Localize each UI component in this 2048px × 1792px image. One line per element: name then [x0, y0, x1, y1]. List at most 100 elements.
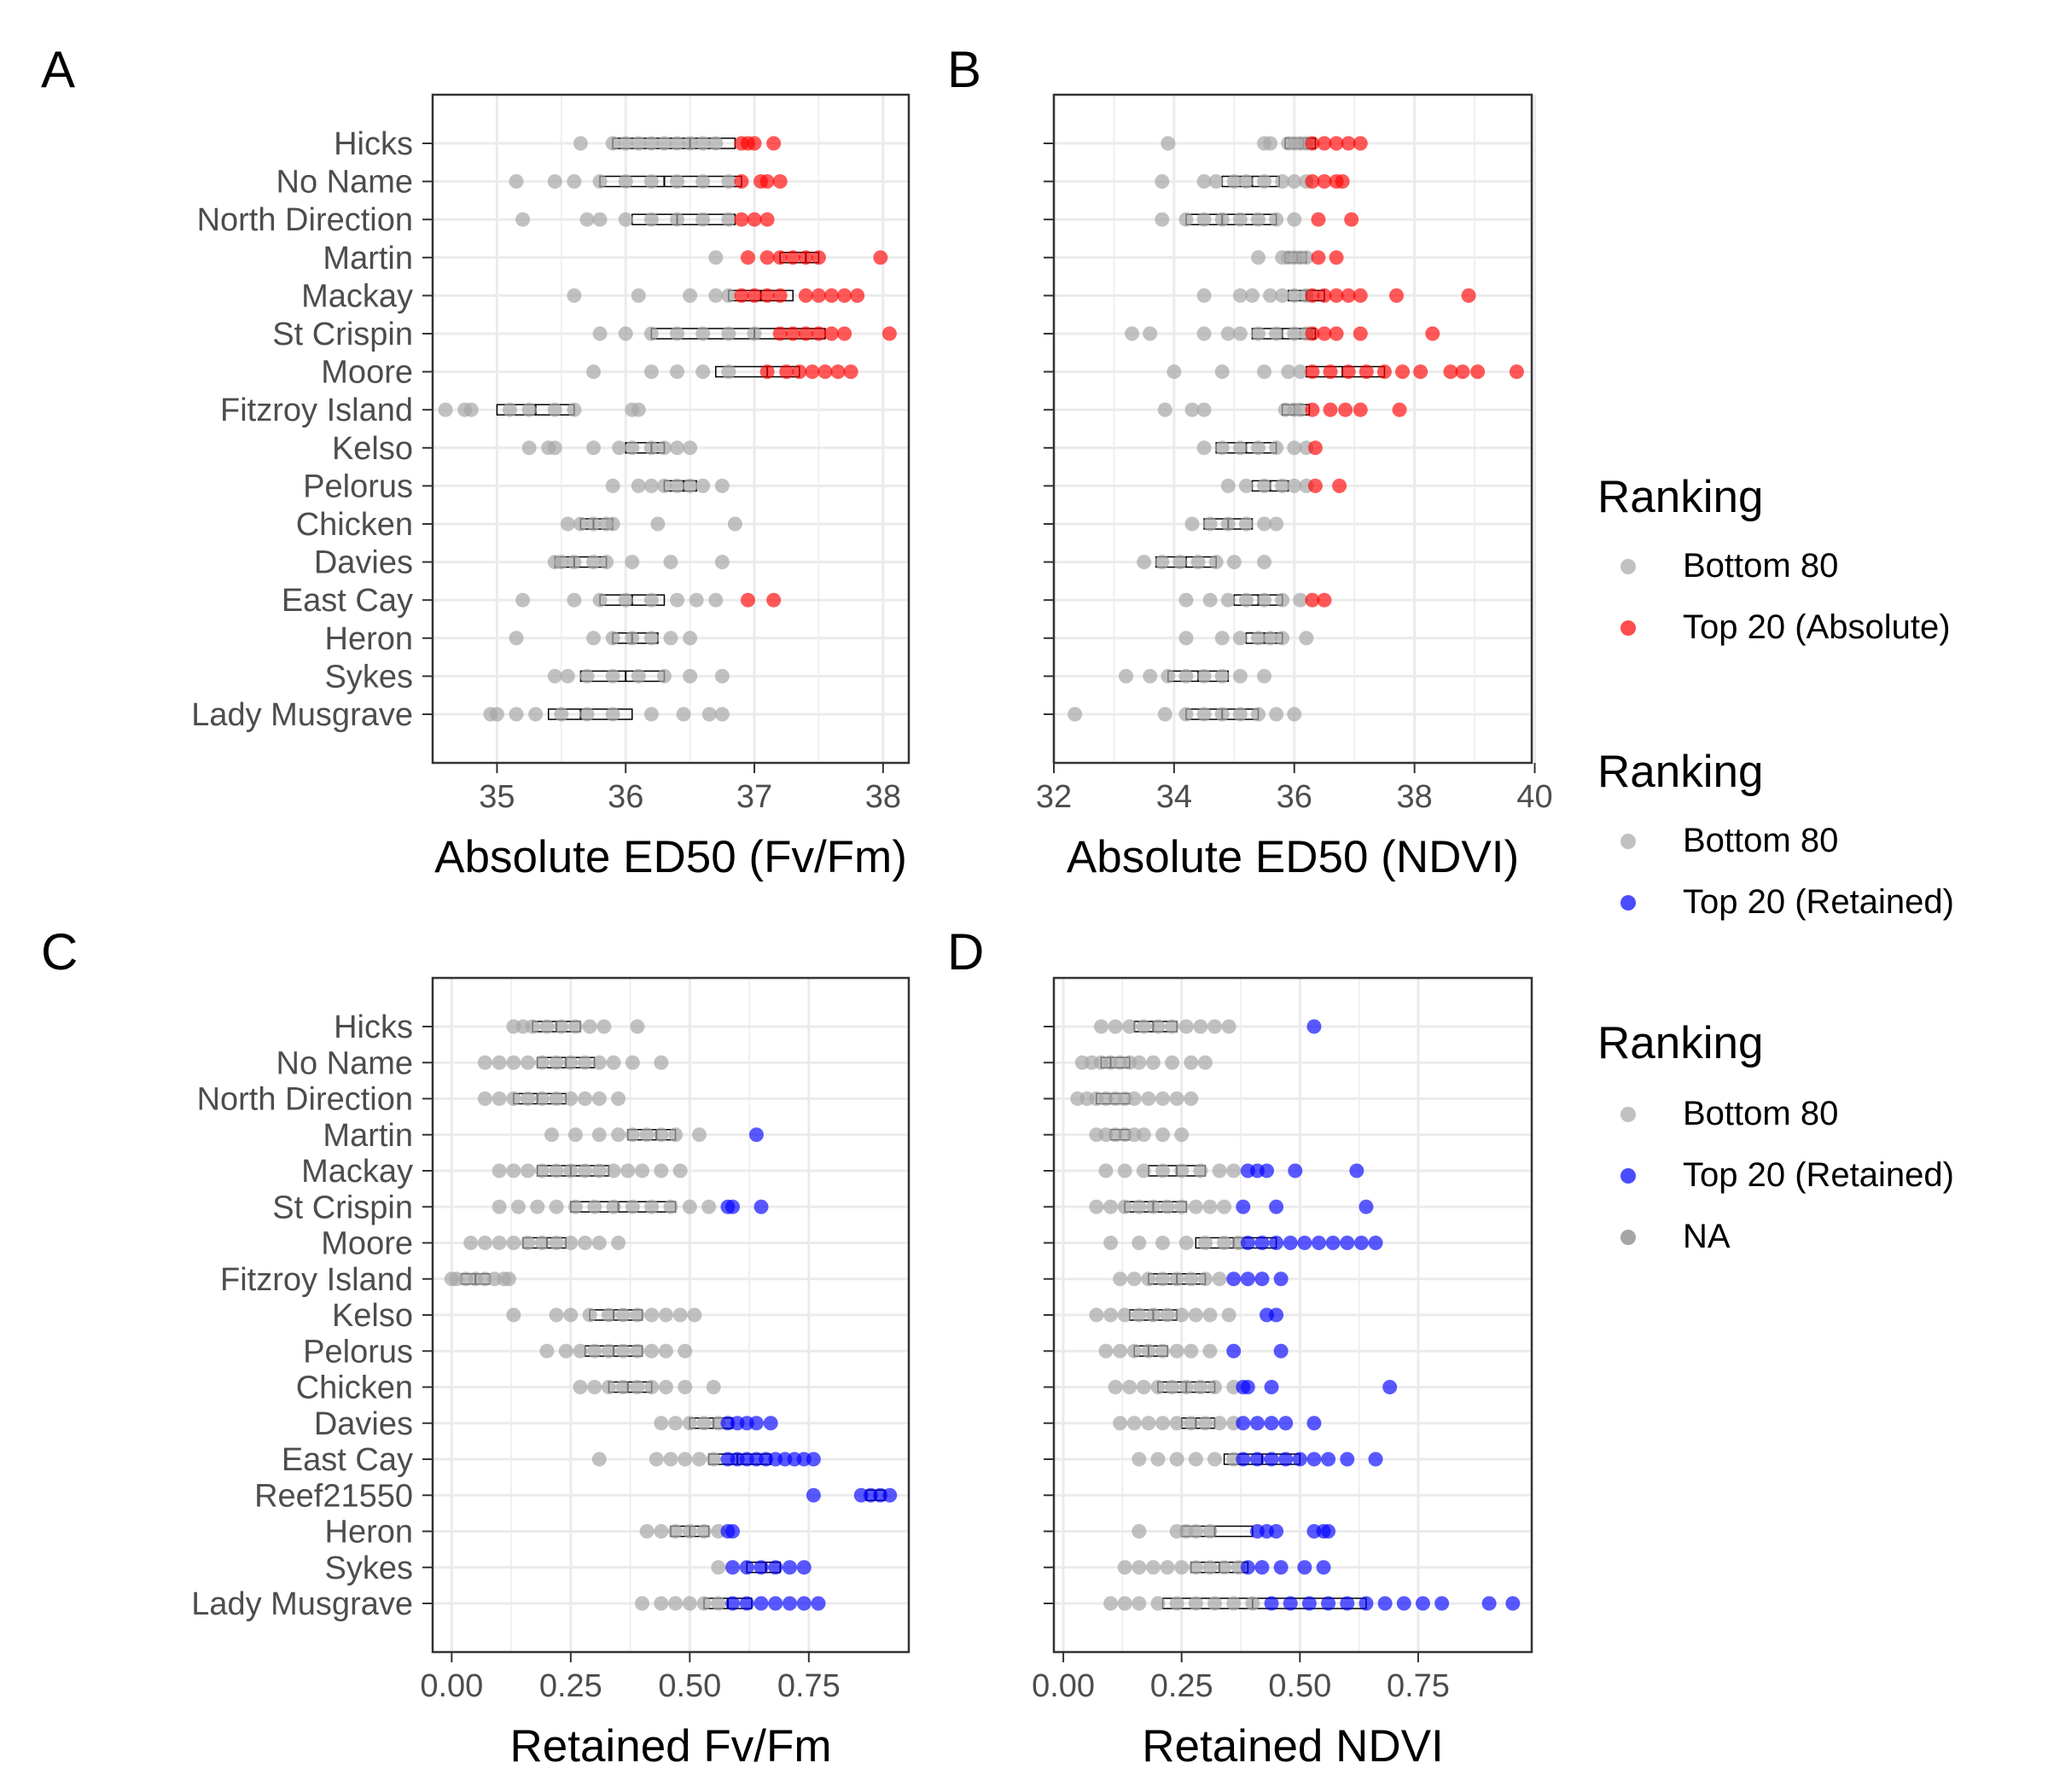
point-bottom-80 [587, 1343, 602, 1359]
point-bottom-80 [1217, 1236, 1232, 1250]
point-bottom-80 [612, 440, 627, 456]
point-bottom-80 [599, 555, 614, 570]
y-tick-label: Lady Musgrave [191, 697, 413, 733]
point-bottom-80 [1155, 1163, 1171, 1178]
point-bottom-80 [567, 402, 582, 417]
point-top-20 [1264, 1596, 1279, 1611]
point-top-20 [766, 136, 782, 151]
point-top-20 [1413, 364, 1428, 380]
point-top-20 [1273, 1560, 1289, 1575]
point-bottom-80 [1196, 402, 1212, 417]
point-top-20 [1323, 364, 1338, 380]
point-bottom-80 [579, 668, 595, 684]
point-bottom-80 [658, 1380, 673, 1394]
point-bottom-80 [1287, 478, 1302, 493]
site-row [521, 440, 698, 456]
point-top-20 [1317, 174, 1332, 189]
point-bottom-80 [1269, 440, 1284, 456]
site-row [483, 707, 730, 722]
point-bottom-80 [515, 592, 531, 608]
y-tick-label: No Name [276, 165, 414, 201]
point-bottom-80 [1103, 1236, 1119, 1250]
legend-2: Ranking Bottom 80 Top 20 (Retained) [1597, 747, 1954, 921]
point-bottom-80 [643, 478, 659, 493]
point-top-20 [1325, 1236, 1341, 1250]
point-bottom-80 [539, 1343, 555, 1359]
point-top-20 [747, 288, 762, 303]
point-bottom-80 [1257, 364, 1272, 380]
point-bottom-80 [1126, 1091, 1142, 1106]
point-top-20 [1434, 1596, 1450, 1611]
point-bottom-80 [521, 1163, 536, 1178]
point-bottom-80 [1188, 1524, 1203, 1539]
point-bottom-80 [714, 668, 730, 684]
point-top-20 [1353, 136, 1368, 151]
point-top-20 [1368, 1452, 1383, 1467]
point-top-20 [1321, 1596, 1336, 1611]
y-tick-label: North Direction [197, 202, 413, 238]
point-bottom-80 [1117, 1163, 1132, 1178]
site-row [1184, 516, 1284, 532]
point-top-20 [759, 174, 775, 189]
point-bottom-80 [625, 1199, 640, 1214]
y-tick-label: Moore [321, 355, 413, 391]
point-bottom-80 [1160, 1307, 1175, 1323]
point-bottom-80 [701, 1199, 717, 1214]
point-top-20 [1283, 1596, 1298, 1611]
point-bottom-80 [1208, 174, 1224, 189]
grid [433, 95, 909, 763]
point-bottom-80 [625, 555, 640, 570]
point-bottom-80 [1220, 516, 1236, 532]
point-bottom-80 [592, 592, 608, 608]
point-bottom-80 [544, 1127, 559, 1143]
y-tick-label: East Cay [282, 583, 413, 619]
point-bottom-80 [631, 668, 646, 684]
site-row [1196, 288, 1476, 303]
point-bottom-80 [611, 1236, 626, 1250]
point-top-20 [1236, 1452, 1251, 1467]
point-bottom-80 [530, 1199, 545, 1214]
point-bottom-80 [1250, 326, 1265, 341]
point-bottom-80 [1232, 326, 1248, 341]
point-bottom-80 [1193, 1019, 1208, 1034]
point-bottom-80 [525, 1019, 540, 1034]
point-bottom-80 [721, 326, 736, 341]
point-bottom-80 [506, 1307, 521, 1323]
legend-label: Bottom 80 [1683, 1095, 1838, 1132]
point-top-20 [1368, 1236, 1383, 1250]
point-bottom-80 [654, 1055, 669, 1070]
point-bottom-80 [631, 478, 646, 493]
point-top-20 [1311, 212, 1326, 227]
point-bottom-80 [539, 1019, 555, 1034]
point-top-20 [1305, 174, 1320, 189]
site-row [573, 1380, 721, 1394]
point-bottom-80 [438, 402, 453, 417]
point-bottom-80 [1145, 1307, 1161, 1323]
point-bottom-80 [658, 1343, 673, 1359]
point-bottom-80 [1184, 1271, 1199, 1287]
point-top-20 [785, 326, 800, 341]
point-top-20 [740, 592, 755, 608]
site-row [1103, 1236, 1383, 1250]
point-top-20 [1329, 136, 1344, 151]
point-bottom-80 [1220, 326, 1236, 341]
point-bottom-80 [1150, 1596, 1166, 1611]
legend-key [1620, 559, 1636, 574]
point-top-20 [783, 1596, 797, 1611]
point-bottom-80 [670, 478, 685, 493]
point-bottom-80 [1132, 1199, 1147, 1214]
point-bottom-80 [582, 1019, 597, 1034]
point-bottom-80 [650, 516, 666, 532]
point-bottom-80 [1184, 402, 1200, 417]
point-top-20 [1254, 1236, 1270, 1250]
point-bottom-80 [727, 516, 742, 532]
point-bottom-80 [1275, 592, 1290, 608]
point-bottom-80 [1155, 1343, 1171, 1359]
x-tick-label: 36 [608, 779, 643, 815]
point-bottom-80 [696, 1416, 712, 1431]
point-bottom-80 [1155, 1127, 1171, 1143]
point-bottom-80 [1117, 1199, 1132, 1214]
point-bottom-80 [606, 1163, 621, 1178]
point-bottom-80 [547, 174, 562, 189]
